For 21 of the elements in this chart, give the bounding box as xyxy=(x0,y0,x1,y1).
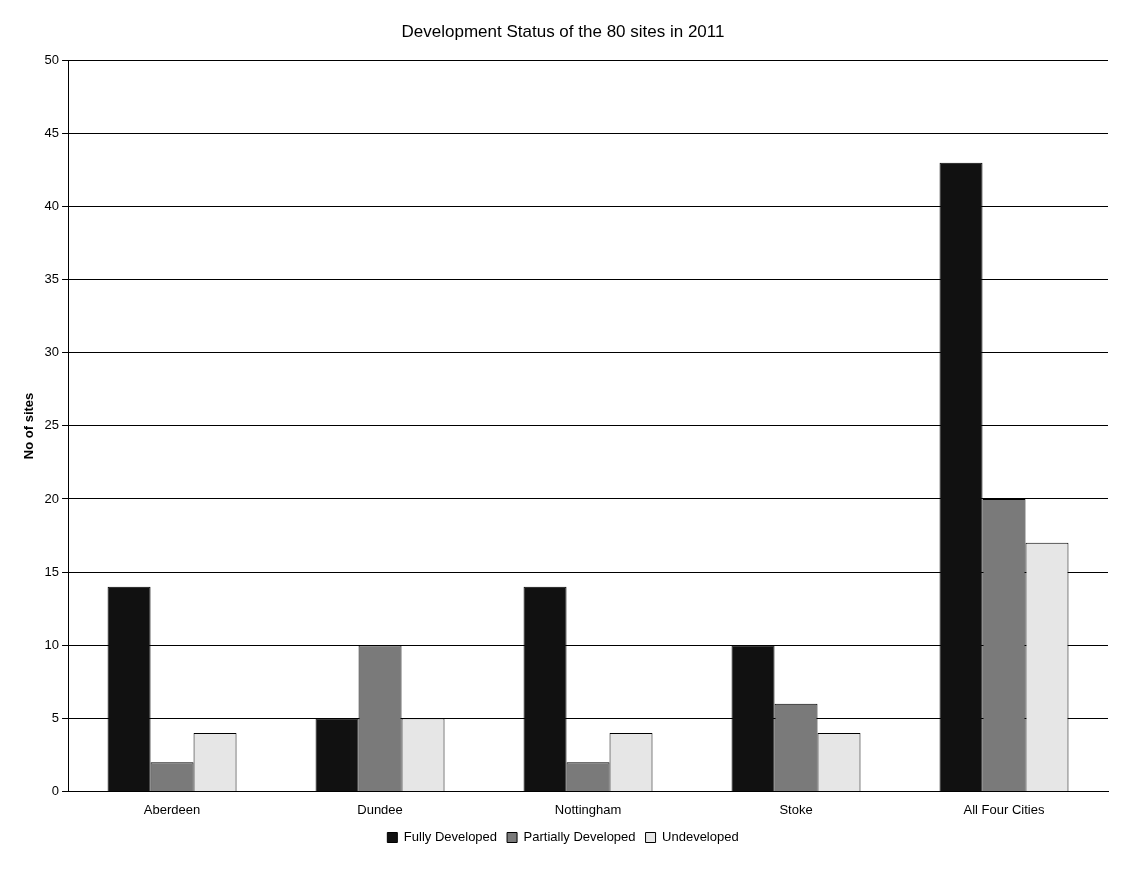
y-tick-label: 40 xyxy=(44,198,60,214)
x-tick-label: All Four Cities xyxy=(963,801,1045,817)
y-tick-label: 15 xyxy=(44,563,60,579)
y-tick-label: 20 xyxy=(44,490,60,506)
y-tick-label: 5 xyxy=(51,709,60,725)
y-tick-label: 30 xyxy=(44,344,60,360)
legend-label: Undeveloped xyxy=(662,829,739,845)
y-tick-label: 45 xyxy=(44,125,60,141)
chart-title: Development Status of the 80 sites in 2011 xyxy=(401,21,725,41)
y-tick-label: 10 xyxy=(44,636,60,652)
x-tick-label: Nottingham xyxy=(554,801,622,817)
y-tick-label: 35 xyxy=(44,271,60,287)
x-tick-label: Aberdeen xyxy=(143,801,201,817)
y-tick-label: 50 xyxy=(44,51,60,67)
y-tick-label: 25 xyxy=(44,417,60,433)
x-tick-label: Dundee xyxy=(357,801,403,817)
legend-label: Fully Developed xyxy=(403,829,498,845)
x-tick-label: Stoke xyxy=(779,801,813,817)
legend-label: Partially Developed xyxy=(523,829,636,845)
y-tick-label: 0 xyxy=(51,782,60,798)
y-axis-title: No of sites xyxy=(21,392,37,460)
